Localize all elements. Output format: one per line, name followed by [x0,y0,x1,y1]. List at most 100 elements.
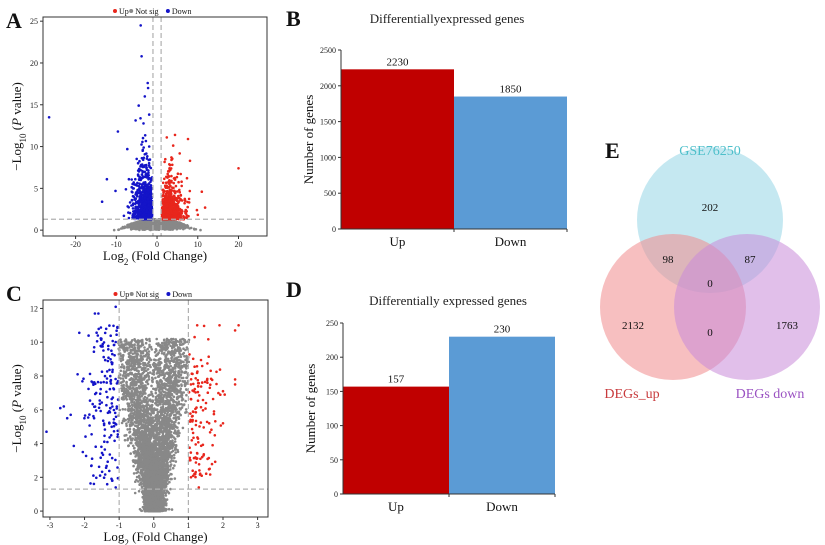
down-point [130,198,134,202]
x-tick-label: -20 [70,240,81,249]
not-sig-point [177,225,181,229]
up-point [167,174,170,178]
not-sig-point [126,428,129,431]
up-point [183,201,186,205]
down-point [116,130,120,133]
up-point [195,208,199,212]
down-point [136,181,139,185]
up-point [177,194,180,198]
up-point [162,211,165,214]
down-point [141,136,145,140]
not-sig-point [149,225,152,229]
legend: Up Not sig Down [113,7,191,16]
y-tick-label: 0 [34,226,38,235]
y-tick-label: 1500 [320,118,336,127]
down-point [147,200,150,204]
not-sig-point [180,370,184,373]
up-point [164,157,167,161]
down-point [137,202,141,206]
not-sig-point [163,224,167,228]
up-point [173,203,177,207]
up-point [163,177,166,181]
down-point [134,197,138,200]
not-sig-point [135,223,138,227]
down-point [150,188,153,191]
not-sig-point [126,226,130,229]
down-point [124,188,128,191]
up-point [178,190,181,194]
down-point [144,205,147,208]
down-point [140,208,143,212]
up-point [168,197,171,200]
up-point [167,185,171,189]
down-point [145,193,148,197]
down-point [133,213,136,216]
down-point [47,116,51,119]
up-point [169,189,172,193]
up-point [174,210,177,213]
down-point [127,211,130,214]
y-tick-label: 5 [34,184,38,193]
down-point [135,190,139,194]
x-axis-label: Log2 (Fold Change) [103,248,207,267]
down-point [130,178,133,181]
y-tick-label: 15 [30,101,38,110]
down-point [128,201,132,204]
down-point [149,166,153,170]
up-point [178,188,181,192]
down-point [146,175,149,179]
up-point [183,199,187,203]
down-point [141,196,144,200]
down-point [127,177,131,181]
chart-title: Differentiallyexpressed genes [370,11,525,26]
up-point [166,202,169,205]
not-sig-point [129,452,132,455]
panel-letter-a: A [6,8,22,33]
up-point [176,202,180,205]
down-point [140,204,144,208]
not-sig-point [155,337,158,341]
data-points [45,305,240,513]
up-point [179,198,182,202]
up-point [172,181,175,185]
down-point [143,134,147,137]
down-point [142,156,146,160]
down-point [138,197,142,200]
up-point [167,210,170,214]
down-point [139,163,143,167]
down-point [131,182,134,186]
bar-chart-b: Differentiallyexpressed genes 2230Up1850… [301,11,568,249]
up-point [172,200,175,203]
down-point [144,210,148,214]
bar-value-label: 1850 [500,84,523,96]
down-point [147,164,151,167]
down-point [135,193,139,197]
legend-label: Up [119,7,129,16]
not-sig-point [173,440,177,443]
down-point [130,190,134,193]
not-sig-point [188,227,191,230]
down-point [147,214,150,218]
down-point [126,147,129,151]
down-point [143,153,147,156]
y-tick-label: 500 [324,189,336,198]
not-sig-point [176,426,179,429]
not-sig-point [166,226,170,229]
up-point [173,133,177,137]
up-point [171,163,174,167]
down-point [144,139,148,143]
up-point [178,207,181,211]
down-point [145,168,149,172]
down-point [147,113,151,116]
down-point [146,188,150,192]
up-point [163,160,166,164]
up-point [179,172,182,176]
up-point [184,210,187,213]
down-point [136,174,140,177]
y-tick-label: 25 [30,17,38,26]
up-point [179,210,182,213]
down-point [141,175,145,178]
up-point [164,192,168,196]
down-point [147,210,150,214]
